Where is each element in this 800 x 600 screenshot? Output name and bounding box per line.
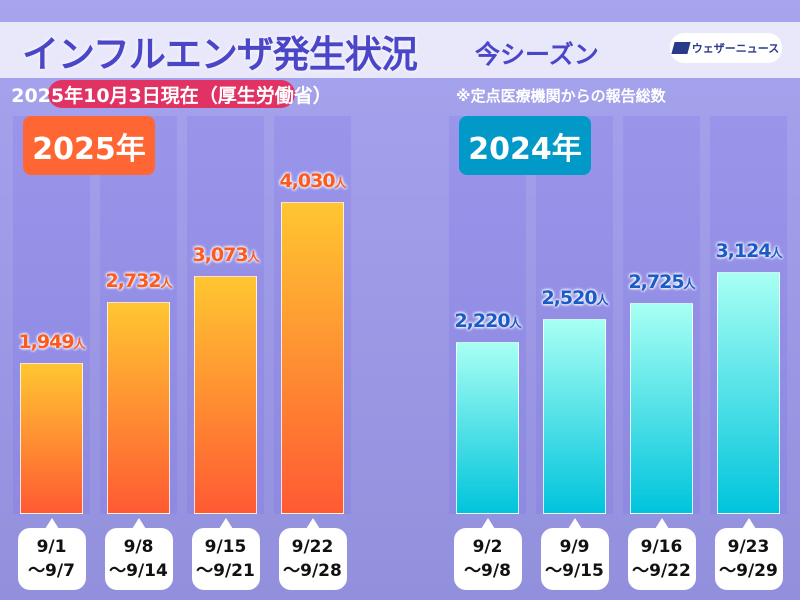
unit-label: 人 xyxy=(509,316,522,331)
x-tick-label: 9/8 ～9/14 xyxy=(104,518,173,590)
unit-label: 人 xyxy=(596,292,609,307)
tick-text: 9/23 xyxy=(727,537,770,557)
tick-text: 9/2 xyxy=(472,537,503,557)
data-label: 2,520人 xyxy=(541,286,609,309)
x-tick-label: 9/23 ～9/29 xyxy=(714,518,783,590)
x-tick-label: 9/1 ～9/7 xyxy=(17,518,86,590)
tick-text: ～9/21 xyxy=(196,561,255,581)
tick-text: 9/8 xyxy=(123,537,154,557)
tick-text: 9/16 xyxy=(640,537,683,557)
x-tick-label: 9/15 ～9/21 xyxy=(191,518,260,590)
bar xyxy=(20,363,83,514)
data-label: 3,124人 xyxy=(715,240,783,263)
bar xyxy=(194,276,257,514)
tick-text: ～9/14 xyxy=(109,561,168,581)
tick-text: 9/15 xyxy=(204,537,247,557)
unit-label: 人 xyxy=(73,337,86,352)
source-note: ※定点医療機関からの報告総数 xyxy=(456,87,666,105)
tick-text: 9/9 xyxy=(559,537,590,557)
logo-text: ウェザーニュース xyxy=(691,42,780,55)
data-label: 3,073人 xyxy=(192,244,260,267)
unit-label: 人 xyxy=(683,277,696,292)
weathernews-logo: ウェザーニュース xyxy=(670,33,782,63)
tick-text: ～9/28 xyxy=(283,561,342,581)
logo-mark-icon xyxy=(671,42,691,54)
tick-text: ～9/15 xyxy=(545,561,604,581)
data-label: 2,725人 xyxy=(628,271,696,294)
data-label: 1,949人 xyxy=(18,331,86,354)
tick-text: 9/1 xyxy=(36,537,67,557)
tick-text: ～9/8 xyxy=(464,561,511,581)
bar xyxy=(630,303,693,514)
data-label: 4,030人 xyxy=(279,170,347,192)
chart-title: インフルエンザ発生状況 xyxy=(22,33,418,76)
data-label: 2,220人 xyxy=(454,310,522,333)
year-badge: 2025年 xyxy=(23,116,155,175)
tick-text: ～9/22 xyxy=(632,561,691,581)
bar xyxy=(107,302,170,514)
bar xyxy=(717,272,780,514)
bar xyxy=(543,318,606,514)
tick-text: 9/22 xyxy=(291,537,334,557)
chart-subtitle: 今シーズン xyxy=(475,40,599,69)
unit-label: 人 xyxy=(160,276,173,291)
unit-label: 人 xyxy=(247,250,260,265)
data-label: 2,732人 xyxy=(105,270,173,293)
unit-label: 人 xyxy=(770,246,783,261)
year-badge: 2024年 xyxy=(459,116,591,175)
bar xyxy=(456,342,519,514)
x-tick-label: 9/16 ～9/22 xyxy=(627,518,696,590)
tick-text: ～9/7 xyxy=(28,561,75,581)
title-banner xyxy=(0,22,800,78)
x-tick-label: 9/9 ～9/15 xyxy=(540,518,609,590)
date-badge: 2025年10月3日現在（厚生労働省） xyxy=(11,80,332,108)
tick-text: ～9/29 xyxy=(719,561,778,581)
x-tick-label: 9/2 ～9/8 xyxy=(453,518,522,590)
unit-label: 人 xyxy=(334,176,347,190)
bar xyxy=(281,202,344,514)
x-tick-label: 9/22 ～9/28 xyxy=(278,518,347,590)
